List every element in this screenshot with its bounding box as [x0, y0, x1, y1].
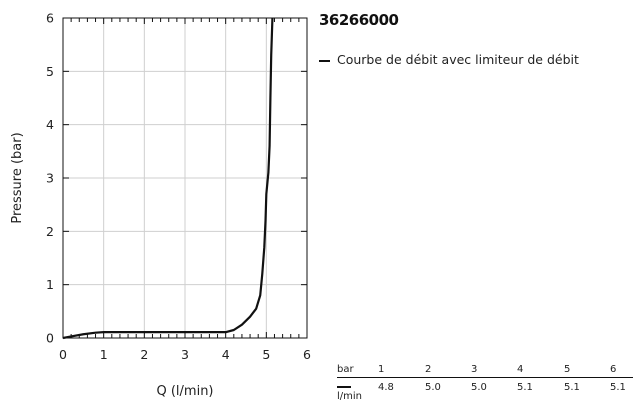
pressure-cell: 6 [610, 364, 617, 375]
x-tick-label: 4 [222, 347, 230, 362]
flow-row-header: l/min [337, 391, 363, 402]
unit-swatch [337, 386, 351, 388]
table-rule [337, 377, 633, 378]
x-tick-label: 3 [181, 347, 189, 362]
pressure-cell: 2 [425, 364, 432, 375]
flow-cell: 4.8 [378, 382, 394, 393]
pressure-cell: 4 [517, 364, 524, 375]
y-tick-label: 3 [46, 171, 54, 186]
x-tick-label: 6 [303, 347, 311, 362]
flow-cell: 5.1 [610, 382, 626, 393]
x-tick-labels: 0 1 2 3 4 5 6 [59, 347, 311, 362]
chart-title: 36266000 [319, 11, 399, 29]
y-axis-label: Pressure (bar) [10, 132, 25, 223]
y-tick-label: 1 [46, 277, 54, 292]
pressure-row-header: bar [337, 364, 354, 375]
x-tick-label: 5 [262, 347, 270, 362]
y-tick-labels: 0 1 2 3 4 5 6 [46, 11, 54, 346]
x-tick-label: 1 [100, 347, 108, 362]
y-tick-label: 6 [46, 11, 54, 26]
pressure-cell: 1 [378, 364, 385, 375]
y-tick-label: 2 [46, 224, 54, 239]
plot-frame [62, 17, 308, 339]
flow-curve-line [62, 17, 274, 340]
legend-entry: Courbe de débit avec limiteur de débit [337, 52, 579, 67]
y-tick-label: 0 [46, 331, 54, 346]
x-tick-label: 0 [59, 347, 67, 362]
pressure-cell: 3 [471, 364, 478, 375]
x-tick-label: 2 [140, 347, 148, 362]
y-tick-label: 5 [46, 64, 54, 79]
pressure-cell: 5 [564, 364, 571, 375]
flow-cell: 5.0 [425, 382, 441, 393]
legend-swatch [319, 60, 330, 62]
legend: Courbe de débit avec limiteur de débit [319, 53, 619, 66]
flow-cell: 5.0 [471, 382, 487, 393]
flow-cell: 5.1 [564, 382, 580, 393]
x-axis-label: Q (l/min) [156, 384, 213, 399]
y-tick-label: 4 [46, 117, 54, 132]
flow-cell: 5.1 [517, 382, 533, 393]
